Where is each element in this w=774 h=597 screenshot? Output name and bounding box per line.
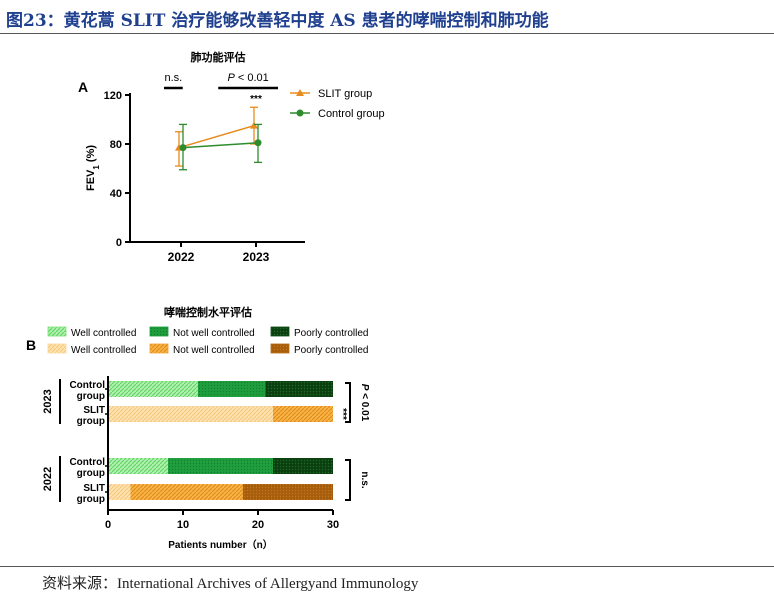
- group-year-label: 2022: [42, 467, 54, 491]
- bar-segment-orange: [273, 406, 333, 422]
- bar-segment-light-green: [108, 381, 198, 397]
- row-label: group: [77, 391, 105, 402]
- legend-swatch-light-orange: [47, 343, 67, 354]
- legend-label: Poorly controlled: [294, 345, 368, 356]
- x-tick-label: 2022: [168, 250, 195, 264]
- series-line-control: [182, 142, 259, 149]
- x-axis-label: Patients number（n）: [168, 538, 272, 551]
- bar-segment-dark-green: [265, 381, 333, 397]
- row-label: group: [77, 494, 105, 505]
- x-tick-label: 30: [327, 519, 339, 531]
- bar-segment-light-green: [108, 458, 168, 474]
- x-tick-label: 0: [105, 519, 111, 531]
- legend-swatch-orange: [149, 343, 169, 354]
- significance-label: P < 0.01: [227, 72, 268, 84]
- legend-swatch-green: [149, 326, 169, 337]
- x-tick-label: 20: [252, 519, 264, 531]
- data-point: [179, 144, 187, 152]
- legend-label: SLIT group: [318, 88, 372, 100]
- data-point: [250, 121, 258, 129]
- row-label: group: [77, 468, 105, 479]
- data-point: [254, 139, 262, 147]
- panel-a-label: A: [78, 79, 88, 95]
- bar-segment-green: [198, 381, 266, 397]
- bar-segment-orange: [130, 484, 243, 500]
- x-tick-label: 2023: [243, 250, 270, 264]
- panel-b-label: B: [26, 337, 36, 353]
- source-note: 资料来源：International Archives of Allergyan…: [42, 576, 419, 592]
- y-tick-label: 80: [110, 139, 122, 151]
- legend-label: Not well controlled: [173, 345, 255, 356]
- significance-bracket: [345, 459, 351, 501]
- legend-label: Poorly controlled: [294, 328, 368, 339]
- bar-segment-dark-orange: [243, 484, 333, 500]
- bottom-divider: [0, 566, 774, 567]
- y-tick-label: 0: [116, 237, 122, 249]
- bar-segment-light-orange: [108, 484, 131, 500]
- significance-label: n.s.: [359, 471, 370, 488]
- panel-b-title: 哮喘控制水平评估: [164, 305, 252, 319]
- top-divider: [0, 33, 774, 34]
- legend-marker: [296, 109, 304, 117]
- panel-a-title: 肺功能评估: [191, 50, 246, 64]
- legend-label: Well controlled: [71, 345, 136, 356]
- legend-swatch-dark-green: [270, 326, 290, 337]
- row-label: Control: [69, 380, 105, 391]
- legend-label: Not well controlled: [173, 328, 255, 339]
- bar-segment-dark-green: [273, 458, 333, 474]
- panel-b-asthma-control-chart: 哮喘控制水平评估 B Well controlled Not well control…: [26, 305, 370, 551]
- significance-label: P < 0.01: [359, 384, 370, 422]
- significance-label: n.s.: [165, 72, 183, 84]
- bar-segment-light-orange: [108, 406, 273, 422]
- legend-label: Control group: [318, 108, 385, 120]
- significance-stars: ***: [250, 94, 262, 105]
- panel-a-fev1-chart: A 肺功能评估 0 40 80 120 2022 2023 FEV1 (%) n.s. P < 0.…: [78, 50, 385, 264]
- legend-swatch-light-green: [47, 326, 67, 337]
- figure-title: 图23：黄花蒿 SLIT 治疗能够改善轻中度 AS 患者的哮喘控制和肺功能: [6, 11, 549, 31]
- y-axis-label: FEV1 (%): [85, 145, 101, 191]
- bar-segment-green: [168, 458, 273, 474]
- y-tick-label: 120: [104, 90, 122, 102]
- group-year-label: 2023: [42, 389, 54, 413]
- x-tick-label: 10: [177, 519, 189, 531]
- series-line-slit: [178, 124, 255, 149]
- significance-stars: ***: [337, 408, 348, 420]
- row-label: SLIT: [83, 405, 105, 416]
- legend-marker: [296, 89, 304, 96]
- legend-label: Well controlled: [71, 328, 136, 339]
- row-label: group: [77, 416, 105, 427]
- row-label: Control: [69, 457, 105, 468]
- significance-bracket: [345, 382, 351, 423]
- y-tick-label: 40: [110, 188, 122, 200]
- legend-swatch-dark-orange: [270, 343, 290, 354]
- row-label: SLIT: [83, 483, 105, 494]
